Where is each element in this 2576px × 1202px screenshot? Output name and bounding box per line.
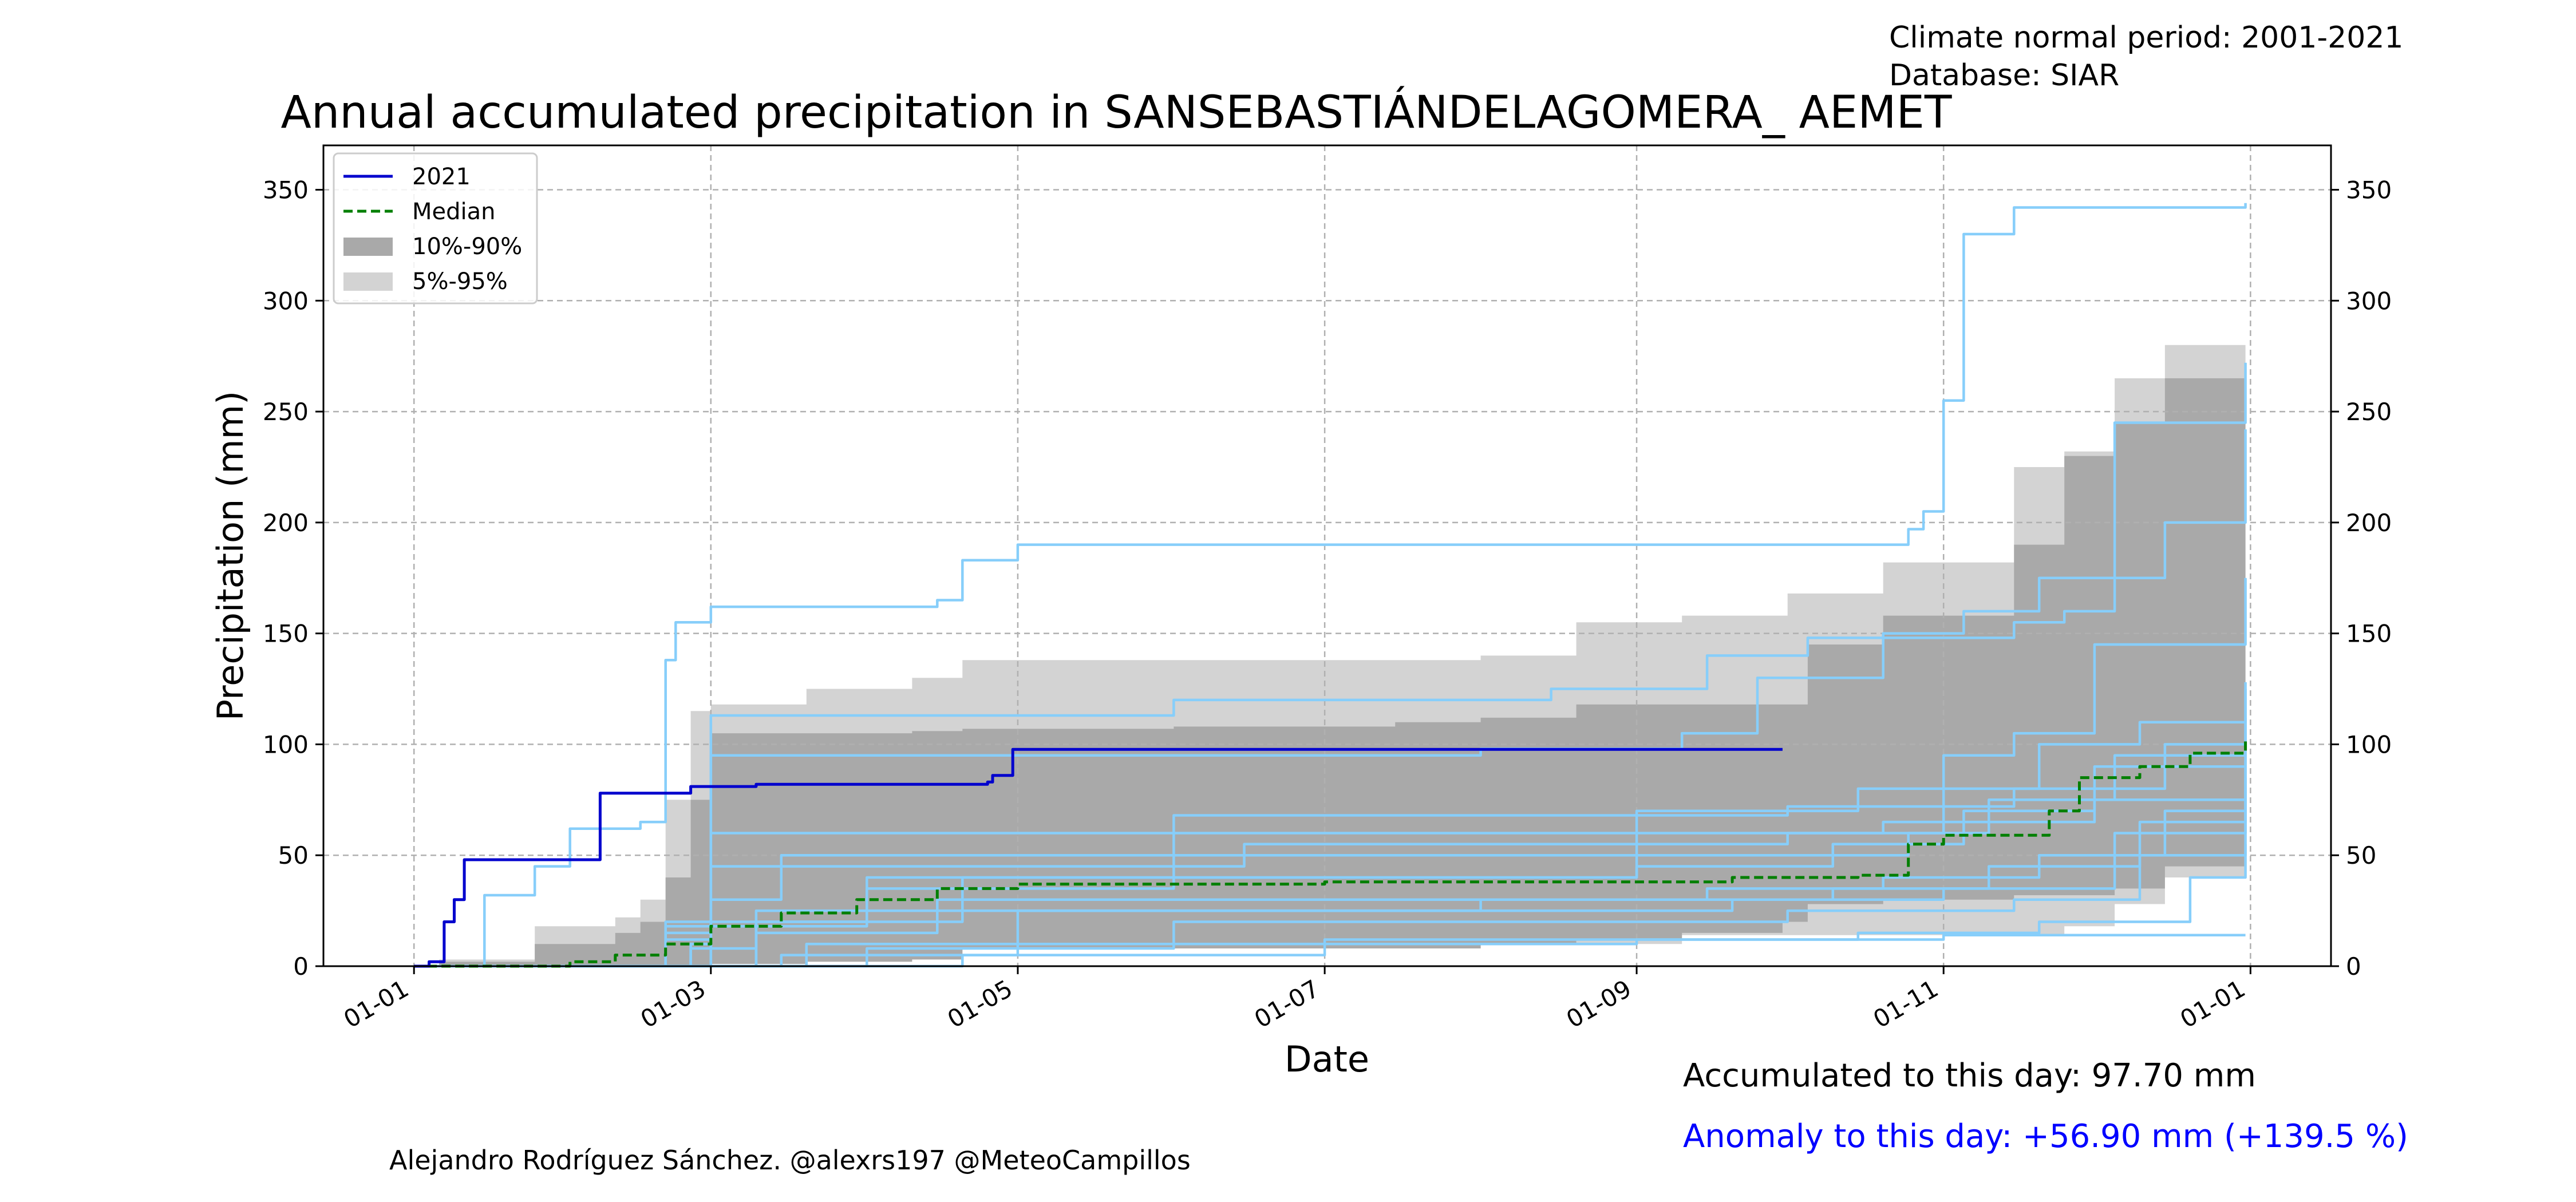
x-tick-label: 01-01 (2175, 974, 2250, 1033)
y-tick-label-left: 100 (263, 730, 309, 758)
series-line-past-year (484, 578, 2247, 968)
y-tick-label-left: 200 (263, 509, 309, 537)
legend-label: 5%-95% (412, 268, 508, 295)
y-tick-label-right: 150 (2346, 620, 2392, 648)
x-tick-label: 01-11 (1868, 974, 1943, 1033)
plot-frame (322, 144, 2332, 967)
author-credit: Alejandro Rodríguez Sánchez. @alexrs197 … (389, 1145, 1191, 1176)
x-tick-label: 01-03 (636, 974, 710, 1033)
x-tick-label: 01-09 (1562, 974, 1636, 1033)
x-tick-label: 01-01 (339, 974, 413, 1033)
accumulated-value-text: Accumulated to this day: 97.70 mm (1683, 1057, 2256, 1094)
series-line-past-year (459, 777, 2247, 968)
y-tick-label-right: 0 (2346, 952, 2361, 980)
y-tick-label-right: 350 (2346, 176, 2392, 204)
y-tick-label-right: 100 (2346, 730, 2392, 758)
chart-title: Annual accumulated precipitation in SANS… (280, 87, 1952, 139)
x-tick-label: 01-05 (943, 974, 1017, 1033)
legend-box (333, 152, 538, 305)
x-axis-label: Date (1285, 1038, 1369, 1080)
y-tick-label-left: 350 (263, 176, 309, 204)
series-line-2021 (414, 748, 1783, 968)
legend-swatch (343, 238, 393, 256)
y-tick-label-left: 150 (263, 620, 309, 648)
band-10-90 (439, 360, 2246, 966)
series-line-past-year (509, 717, 2247, 968)
series-line-past-year (484, 682, 2247, 968)
legend-swatch (343, 272, 393, 291)
x-tick-label: 01-07 (1250, 974, 1324, 1033)
y-axis-label: Precipitation (mm) (210, 391, 251, 721)
y-tick-label-right: 300 (2346, 287, 2392, 315)
y-tick-label-right: 50 (2346, 841, 2376, 869)
y-tick-label-right: 200 (2346, 509, 2392, 537)
y-tick-label-left: 0 (293, 952, 309, 980)
series-line-past-year (434, 766, 2247, 968)
legend-label: 10%-90% (412, 234, 522, 260)
y-tick-label-left: 50 (278, 841, 309, 869)
series-line-past-year (484, 934, 2246, 968)
legend-label: Median (412, 199, 496, 225)
y-tick-label-left: 250 (263, 398, 309, 426)
y-tick-label-right: 250 (2346, 398, 2392, 426)
y-tick-label-left: 300 (263, 287, 309, 315)
anomaly-value-text: Anomaly to this day: +56.90 mm (+139.5 %… (1683, 1118, 2408, 1155)
series-line-median (414, 740, 2247, 968)
climate-period-label: Climate normal period: 2001-2021 (1889, 21, 2404, 55)
legend-label: 2021 (412, 164, 471, 190)
series-line-past-year (434, 203, 2247, 968)
database-label: Database: SIAR (1889, 58, 2120, 93)
